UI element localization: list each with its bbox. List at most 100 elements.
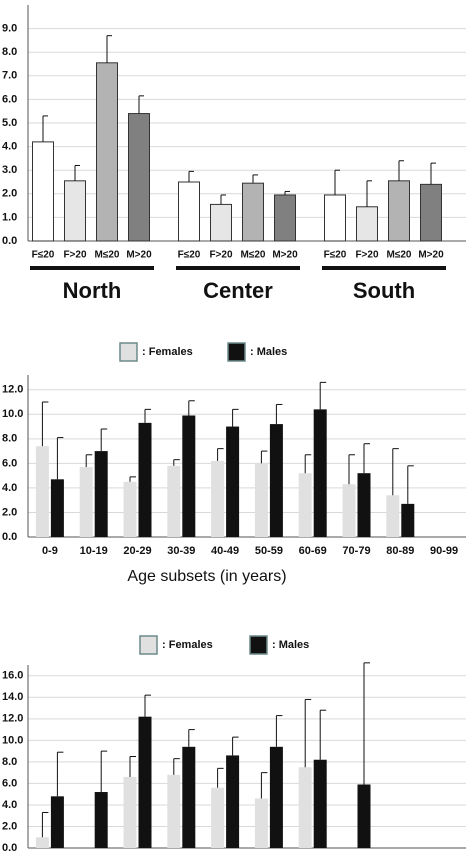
x-tick-label: F≤20 (178, 250, 201, 261)
x-tick-label: 50-59 (255, 545, 283, 557)
y-tick-label: 4.0 (2, 141, 17, 153)
x-tick-label: M>20 (418, 250, 444, 261)
y-tick-label: 3.0 (2, 164, 17, 176)
legend-swatch (139, 635, 158, 655)
x-tick-label: F>20 (355, 250, 379, 261)
bar (342, 484, 356, 537)
bar (242, 182, 264, 242)
bar (313, 409, 327, 537)
y-tick-label: 5.0 (2, 117, 17, 129)
bar (35, 446, 49, 537)
x-tick-label: 20-29 (123, 545, 151, 557)
bar (128, 113, 150, 242)
y-tick-label: 12.0 (2, 384, 23, 396)
bar (123, 776, 137, 848)
x-tick-label: F>20 (209, 250, 233, 261)
bar (32, 141, 54, 242)
x-tick-label: M>20 (272, 250, 298, 261)
bar (167, 465, 181, 537)
bar (357, 784, 371, 848)
y-tick-label: 9.0 (2, 23, 17, 35)
y-tick-label: 10.0 (2, 734, 23, 746)
bar (254, 798, 268, 848)
bar (356, 206, 378, 242)
y-tick-label: 6.0 (2, 777, 17, 789)
bar (50, 479, 64, 537)
y-tick-label: 8.0 (2, 46, 17, 58)
y-tick-label: 1.0 (2, 211, 17, 223)
bar (298, 767, 312, 848)
group-label: Center (203, 278, 273, 303)
bar (211, 787, 225, 848)
bar (94, 792, 108, 848)
x-tick-label: 90-99 (430, 545, 458, 557)
group-label: South (353, 278, 415, 303)
y-tick-label: 4.0 (2, 799, 17, 811)
bar (138, 716, 152, 848)
x-tick-label: F≤20 (324, 250, 347, 261)
x-tick-label: 40-49 (211, 545, 239, 557)
y-tick-label: 10.0 (2, 408, 23, 420)
bar (388, 180, 410, 242)
bar (94, 451, 108, 537)
legend-label: : Males (272, 639, 309, 651)
bar (138, 422, 152, 537)
x-tick-label: M≤20 (95, 250, 120, 261)
x-tick-label: 30-39 (167, 545, 195, 557)
bar (182, 415, 196, 537)
y-tick-label: 7.0 (2, 70, 17, 82)
bar (386, 495, 400, 537)
bar (226, 426, 240, 537)
x-tick-label: 70-79 (342, 545, 370, 557)
bar (123, 481, 137, 537)
bar (35, 837, 49, 848)
bar (226, 755, 240, 848)
y-tick-label: 6.0 (2, 457, 17, 469)
y-tick-label: 4.0 (2, 482, 17, 494)
bar (178, 181, 200, 242)
legend-label: : Males (250, 346, 287, 358)
legend-label: : Females (162, 639, 213, 651)
y-tick-label: 0.0 (2, 531, 17, 543)
bar (96, 62, 118, 242)
bar (269, 746, 283, 848)
y-tick-label: 2.0 (2, 506, 17, 518)
x-tick-label: 10-19 (80, 545, 108, 557)
bar (324, 194, 346, 242)
bar (274, 194, 296, 242)
bar (64, 180, 86, 242)
y-tick-label: 2.0 (2, 188, 17, 200)
legend-swatch (249, 635, 268, 655)
y-tick-label: 16.0 (2, 670, 23, 682)
bar (167, 774, 181, 848)
bar (401, 503, 415, 537)
bar (254, 463, 268, 537)
x-tick-label: F≤20 (32, 250, 55, 261)
legend-swatch (227, 342, 246, 362)
bar (420, 183, 442, 242)
legend-swatch (119, 342, 138, 362)
bar (313, 759, 327, 848)
y-tick-label: 8.0 (2, 756, 17, 768)
group-label: North (63, 278, 122, 303)
bar (79, 467, 93, 537)
x-tick-label: M>20 (126, 250, 152, 261)
x-tick-label: M≤20 (387, 250, 412, 261)
y-tick-label: 0.0 (2, 235, 17, 247)
x-tick-label: M≤20 (241, 250, 266, 261)
y-tick-label: 8.0 (2, 433, 17, 445)
bar (182, 746, 196, 848)
y-tick-label: 12.0 (2, 713, 23, 725)
bar (50, 796, 64, 848)
bar (211, 460, 225, 537)
y-tick-label: 0.0 (2, 842, 17, 854)
bar (269, 424, 283, 537)
x-axis-label: Age subsets (in years) (127, 568, 286, 585)
y-tick-label: 14.0 (2, 691, 23, 703)
bar (298, 473, 312, 537)
y-tick-label: 6.0 (2, 93, 17, 105)
bar (357, 473, 371, 537)
y-tick-label: 2.0 (2, 820, 17, 832)
bar (210, 203, 232, 242)
